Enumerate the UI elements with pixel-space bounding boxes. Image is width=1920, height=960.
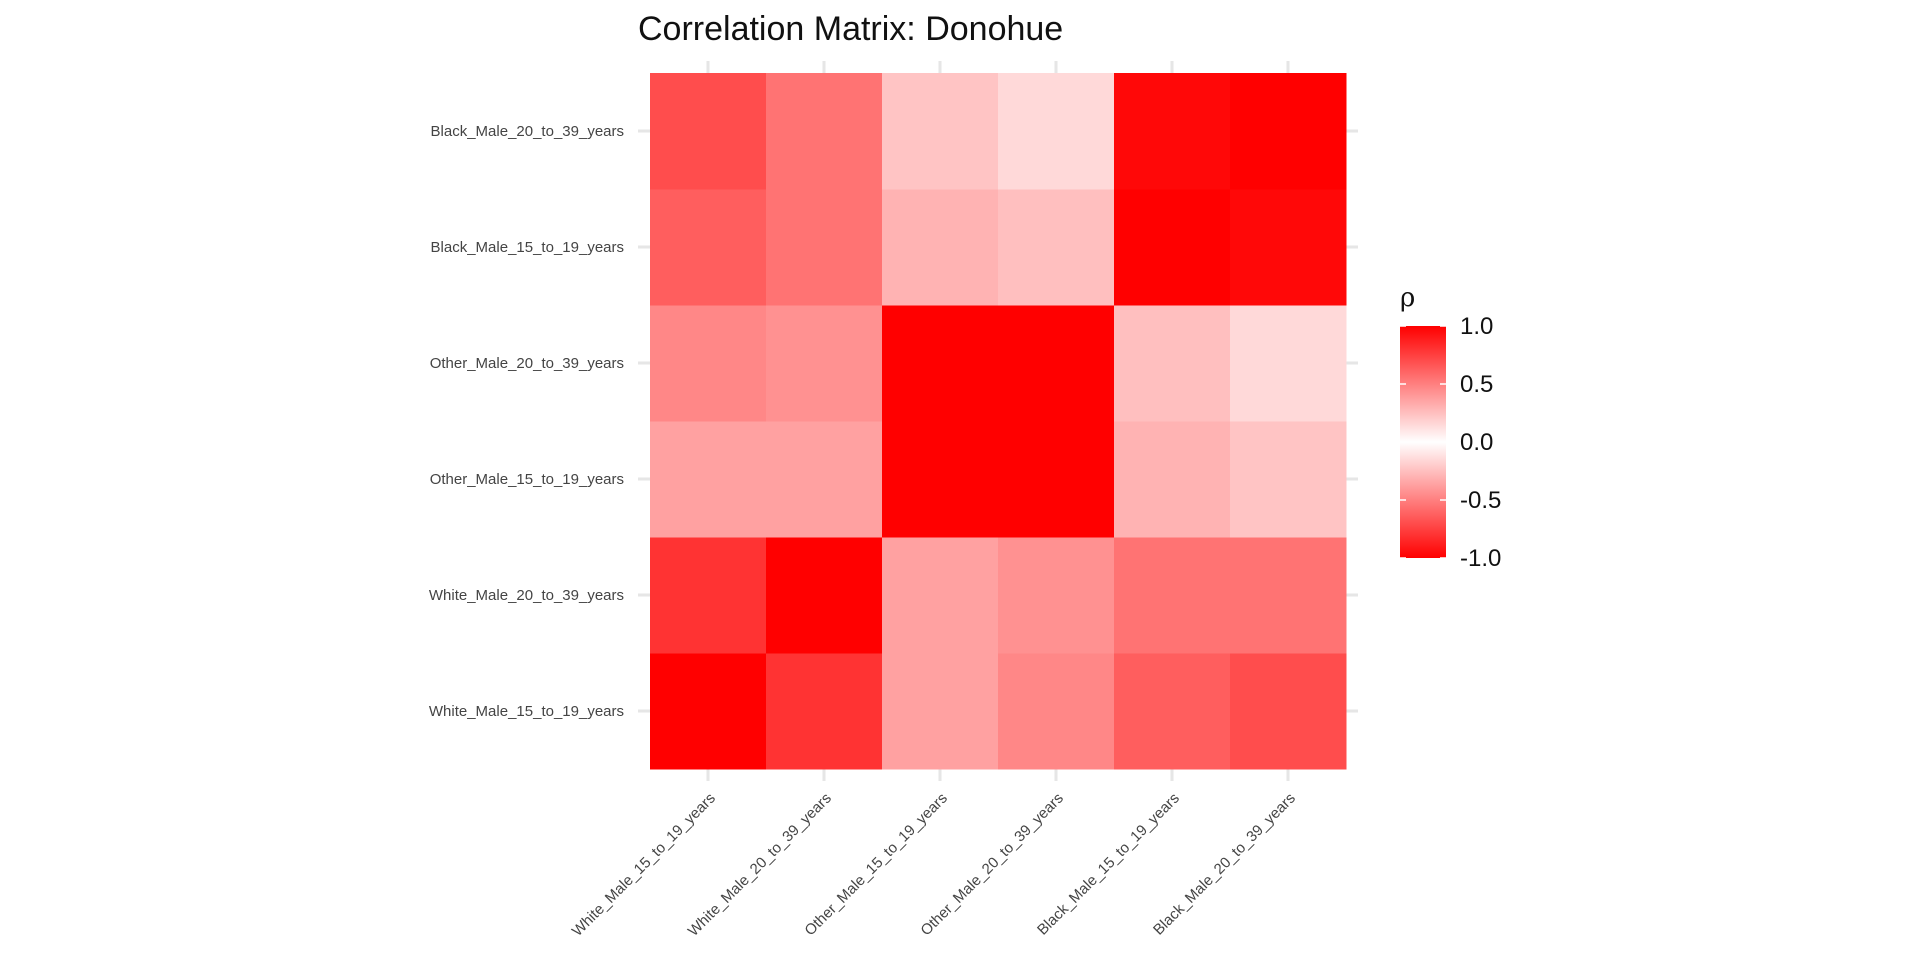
heatmap-cell [998,305,1115,422]
heatmap-cell [1114,305,1231,422]
y-tick-label: White_Male_15_to_19_years [429,703,624,720]
heatmap-cell [1230,653,1347,770]
heatmap-cell [1230,537,1347,654]
heatmap-cell [766,189,883,306]
heatmap-cell [1230,421,1347,538]
heatmap-cell [1230,73,1347,190]
y-tick-label: Black_Male_20_to_39_years [431,123,624,140]
y-tick-label: Other_Male_20_to_39_years [430,355,624,372]
x-axis-labels: White_Male_15_to_19_yearsWhite_Male_20_t… [569,790,1299,940]
y-tick-label: White_Male_20_to_39_years [429,587,624,604]
heatmap-cell [998,73,1115,190]
heatmap-cell [1114,189,1231,306]
heatmap-cell [1230,189,1347,306]
heatmap-cell [882,73,999,190]
heatmap-cell [1230,305,1347,422]
heatmap-cell [766,653,883,770]
heatmap-cell [882,537,999,654]
heatmap-cell [1114,537,1231,654]
heatmap-cell [766,73,883,190]
heatmap-cell [1114,73,1231,190]
y-tick-label: Black_Male_15_to_19_years [431,239,624,256]
legend-tick-label: 0.0 [1460,429,1493,456]
heatmap-cell [998,537,1115,654]
legend-title: ρ [1400,283,1415,313]
heatmap-cell [650,537,767,654]
heatmap-cell [998,189,1115,306]
chart-title: Correlation Matrix: Donohue [638,10,1063,48]
y-tick-label: Other_Male_15_to_19_years [430,471,624,488]
heatmap-cell [882,189,999,306]
heatmap-cell [650,73,767,190]
legend-tick-label: 0.5 [1460,371,1493,398]
legend-colorbar [1400,326,1446,558]
y-axis-labels: White_Male_15_to_19_years White_Male_20_t… [429,123,624,720]
legend-ticks: 1.0 0.5 0.0 -0.5 -1.0 [1400,313,1501,572]
legend: ρ 1.0 0.5 0.0 -0.5 -1.0 [1400,283,1501,572]
heatmap-cell [882,421,999,538]
heatmap-cells [650,73,1347,770]
heatmap-cell [650,305,767,422]
heatmap-cell [650,653,767,770]
heatmap-cell [998,653,1115,770]
heatmap-cell [998,421,1115,538]
legend-tick-label: -1.0 [1460,545,1501,572]
legend-tick-label: 1.0 [1460,313,1493,340]
heatmap-cell [1114,653,1231,770]
heatmap-cell [650,421,767,538]
heatmap-cell [766,421,883,538]
heatmap-cell [766,537,883,654]
heatmap-cell [882,653,999,770]
heatmap-cell [650,189,767,306]
heatmap-cell [1114,421,1231,538]
heatmap-cell [882,305,999,422]
heatmap-cell [766,305,883,422]
legend-tick-label: -0.5 [1460,487,1501,514]
